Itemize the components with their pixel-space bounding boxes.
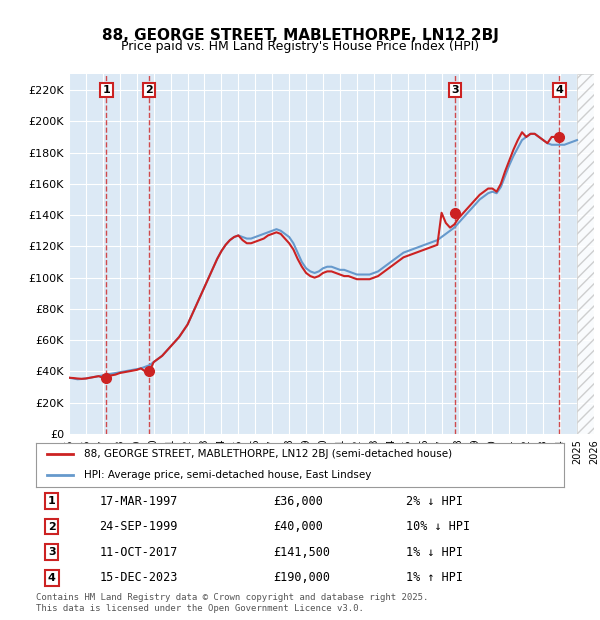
Text: 1: 1 [48, 496, 56, 506]
Text: 1% ↑ HPI: 1% ↑ HPI [406, 571, 463, 584]
Text: 88, GEORGE STREET, MABLETHORPE, LN12 2BJ (semi-detached house): 88, GEORGE STREET, MABLETHORPE, LN12 2BJ… [83, 449, 452, 459]
Text: 4: 4 [556, 85, 563, 95]
Text: 1% ↓ HPI: 1% ↓ HPI [406, 546, 463, 559]
Text: 2: 2 [145, 85, 153, 95]
Text: HPI: Average price, semi-detached house, East Lindsey: HPI: Average price, semi-detached house,… [83, 469, 371, 479]
Text: 1: 1 [103, 85, 110, 95]
Text: 17-MAR-1997: 17-MAR-1997 [100, 495, 178, 508]
Text: 10% ↓ HPI: 10% ↓ HPI [406, 520, 470, 533]
Text: 2: 2 [48, 521, 56, 532]
Text: 4: 4 [48, 573, 56, 583]
Text: Contains HM Land Registry data © Crown copyright and database right 2025.
This d: Contains HM Land Registry data © Crown c… [36, 593, 428, 613]
Text: 15-DEC-2023: 15-DEC-2023 [100, 571, 178, 584]
Text: 88, GEORGE STREET, MABLETHORPE, LN12 2BJ: 88, GEORGE STREET, MABLETHORPE, LN12 2BJ [101, 28, 499, 43]
Text: 2% ↓ HPI: 2% ↓ HPI [406, 495, 463, 508]
Text: £36,000: £36,000 [274, 495, 323, 508]
Text: Price paid vs. HM Land Registry's House Price Index (HPI): Price paid vs. HM Land Registry's House … [121, 40, 479, 53]
Text: 3: 3 [451, 85, 458, 95]
Text: 3: 3 [48, 547, 56, 557]
Bar [577, 74, 594, 434]
Text: £40,000: £40,000 [274, 520, 323, 533]
Text: 24-SEP-1999: 24-SEP-1999 [100, 520, 178, 533]
Text: 11-OCT-2017: 11-OCT-2017 [100, 546, 178, 559]
Text: £190,000: £190,000 [274, 571, 331, 584]
Text: £141,500: £141,500 [274, 546, 331, 559]
